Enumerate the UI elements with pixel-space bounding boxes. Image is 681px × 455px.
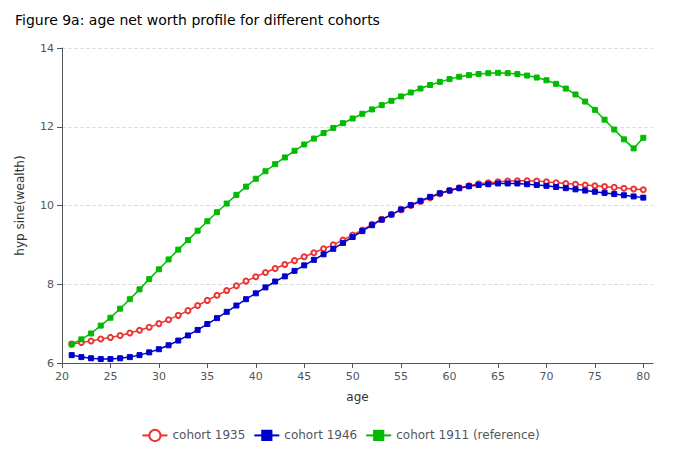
svg-text:20: 20 <box>55 370 69 383</box>
svg-text:10: 10 <box>40 199 54 212</box>
svg-text:75: 75 <box>588 370 602 383</box>
svg-text:60: 60 <box>443 370 457 383</box>
svg-text:14: 14 <box>40 42 54 55</box>
svg-text:25: 25 <box>103 370 117 383</box>
svg-text:40: 40 <box>249 370 263 383</box>
svg-text:45: 45 <box>297 370 311 383</box>
svg-text:35: 35 <box>200 370 214 383</box>
svg-text:Figure 9a: age net worth profi: Figure 9a: age net worth profile for dif… <box>15 12 380 28</box>
svg-text:cohort 1911 (reference): cohort 1911 (reference) <box>396 428 539 442</box>
svg-text:80: 80 <box>636 370 650 383</box>
svg-text:50: 50 <box>346 370 360 383</box>
svg-text:hyp sine(wealth): hyp sine(wealth) <box>13 155 27 255</box>
svg-text:30: 30 <box>152 370 166 383</box>
svg-text:55: 55 <box>394 370 408 383</box>
svg-text:age: age <box>346 390 368 404</box>
svg-text:12: 12 <box>40 120 54 133</box>
svg-text:cohort 1935: cohort 1935 <box>172 428 245 442</box>
svg-text:70: 70 <box>539 370 553 383</box>
svg-text:6: 6 <box>47 357 54 370</box>
svg-text:8: 8 <box>47 278 54 291</box>
svg-text:cohort 1946: cohort 1946 <box>284 428 357 442</box>
svg-text:65: 65 <box>491 370 505 383</box>
